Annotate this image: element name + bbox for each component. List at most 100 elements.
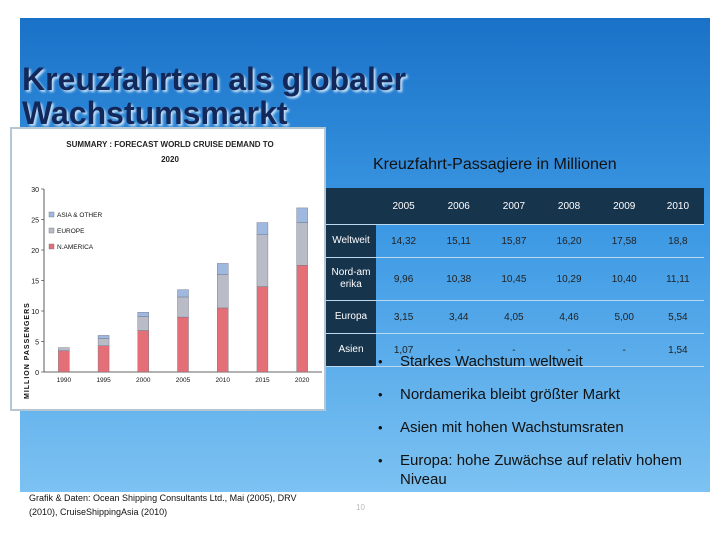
table-cell: 3,15	[376, 300, 432, 334]
bullet-item: • Starkes Wachstum weltweit	[372, 352, 702, 371]
table-header-cell: 2009	[596, 188, 652, 225]
bar-segment	[256, 222, 269, 235]
bar-segment	[58, 347, 70, 351]
row-label: Weltweit	[326, 224, 376, 258]
table-cell: 9,96	[376, 257, 432, 301]
table-cell: -	[486, 333, 542, 367]
slide-title: Kreuzfahrten als globaler Wachstumsmarkt	[22, 61, 407, 131]
y-tick-label: 20	[31, 248, 39, 255]
bar-segment	[137, 330, 149, 373]
passenger-table: 2005 2006 2007 2008 2009 2010 Weltweit 1…	[326, 188, 704, 367]
legend-swatch	[48, 211, 55, 218]
y-tick-label: 0	[35, 370, 39, 377]
bullet-item: • Asien mit hohen Wachstumsraten	[372, 418, 702, 437]
bullet-text: Nordamerika bleibt größter Markt	[400, 386, 621, 403]
table-header-cell: 2010	[651, 188, 704, 225]
y-tick-label: 25	[31, 218, 39, 225]
source-line: (2010), CruiseShippingAsia (2010)	[29, 507, 168, 517]
bar-segment	[256, 234, 269, 287]
table-cell: 10,29	[541, 257, 597, 301]
chart-svg: 0 5 10 15 20 25 30 1990 1995 2000 2005 2010 2015 2020…	[31, 187, 322, 384]
table-header-cell: 2007	[486, 188, 542, 225]
bar-segment	[217, 274, 229, 309]
table-cell: 5,54	[651, 300, 704, 334]
table-row: Nord-am erika 9,96 10,38 10,45 10,29 10,…	[326, 257, 704, 301]
table-header-cell: 2005	[376, 188, 432, 225]
y-tick-label: 5	[35, 340, 39, 347]
table-cell: 10,45	[486, 257, 542, 301]
bar-segment	[217, 307, 229, 373]
bar-segment	[58, 350, 70, 373]
table-cell: 1,07	[376, 333, 432, 367]
bar-segment	[137, 312, 149, 317]
bar-segment	[97, 345, 110, 373]
bar-segment	[296, 222, 308, 266]
page-number: 10	[356, 503, 365, 512]
table-header-row: 2005 2006 2007 2008 2009 2010	[326, 188, 704, 225]
table-cell: 14,32	[376, 224, 432, 258]
y-tick-label: 10	[31, 309, 39, 316]
x-tick-label: 1990	[57, 377, 72, 384]
table-cell: 17,58	[596, 224, 652, 258]
table-cell: 11,11	[651, 257, 704, 301]
y-tick-label: 15	[31, 279, 39, 286]
legend-swatch	[48, 227, 55, 234]
table-cell: 18,8	[651, 224, 704, 258]
bar-segment	[296, 207, 308, 223]
bullet-item: • Europa: hohe Zuwächse auf relativ hohem…	[372, 451, 702, 489]
bullet-icon: •	[378, 453, 383, 468]
y-tick-label: 30	[31, 187, 39, 194]
bullet-item: • Nordamerika bleibt größter Markt	[372, 385, 702, 404]
legend-swatch	[48, 243, 55, 250]
bullet-icon: •	[378, 354, 383, 369]
bullet-list: • Starkes Wachstum weltweit • Nordamerika …	[372, 352, 702, 503]
table-cell: 10,40	[596, 257, 652, 301]
table-cell: 15,11	[431, 224, 487, 258]
x-tick-label: 2015	[255, 377, 270, 384]
bar-segment	[177, 316, 189, 373]
bar-segment	[97, 335, 110, 339]
table-cell: -	[541, 333, 597, 367]
table-row: Europa 3,15 3,44 4,05 4,46 5,00 5,54	[326, 300, 704, 334]
legend-label: N.AMERICA	[57, 244, 94, 251]
row-label: Europa	[326, 300, 376, 334]
bar-segment	[296, 265, 308, 373]
table-cell: 16,20	[541, 224, 597, 258]
table-caption: Kreuzfahrt-Passagiere in Millionen	[373, 156, 617, 173]
x-tick-label: 2005	[176, 377, 191, 384]
chart-title-year: 2020	[161, 155, 179, 164]
x-tick-label: 2010	[215, 377, 230, 384]
x-tick-label: 1995	[96, 377, 111, 384]
bullet-text: Asien mit hohen Wachstumsraten	[400, 419, 624, 436]
bullet-icon: •	[378, 387, 383, 402]
table-cell: -	[596, 333, 652, 367]
table-cell: 4,05	[486, 300, 542, 334]
bullet-text: Starkes Wachstum weltweit	[400, 353, 583, 370]
bullet-icon: •	[378, 420, 383, 435]
table-row: Asien 1,07 - - - - 1,54	[326, 333, 704, 367]
table-header-cell: 2008	[541, 188, 597, 225]
bar-segment	[137, 316, 149, 331]
legend-label: EUROPE	[57, 228, 85, 235]
table-header-corner	[326, 188, 376, 225]
x-tick-label: 2000	[136, 377, 151, 384]
bar-segment	[256, 286, 269, 373]
table-cell: 1,54	[651, 333, 704, 367]
y-axis-label: MILLION PASSENGERS	[24, 302, 31, 399]
table-cell: -	[431, 333, 487, 367]
chart-title: SUMMARY : FORECAST WORLD CRUISE DEMAND T…	[66, 140, 274, 149]
bar-segment	[97, 338, 110, 346]
bar-segment	[177, 289, 189, 298]
table-row: Weltweit 14,32 15,11 15,87 16,20 17,58 1…	[326, 224, 704, 258]
chart-panel: 0 5 10 15 20 25 30 1990 1995 2000 2005 2010 2015 2020…	[10, 127, 326, 411]
row-label: Nord-am erika	[326, 257, 376, 301]
x-tick-label: 2020	[295, 377, 310, 384]
table-cell: 4,46	[541, 300, 597, 334]
bar-segment	[217, 263, 229, 275]
table-header-cell: 2006	[431, 188, 487, 225]
table-cell: 5,00	[596, 300, 652, 334]
bullet-text: Europa: hohe Zuwächse auf relativ hohem …	[400, 452, 682, 488]
table-cell: 10,38	[431, 257, 487, 301]
table-cell: 15,87	[486, 224, 542, 258]
legend-label: ASIA & OTHER	[57, 212, 102, 219]
